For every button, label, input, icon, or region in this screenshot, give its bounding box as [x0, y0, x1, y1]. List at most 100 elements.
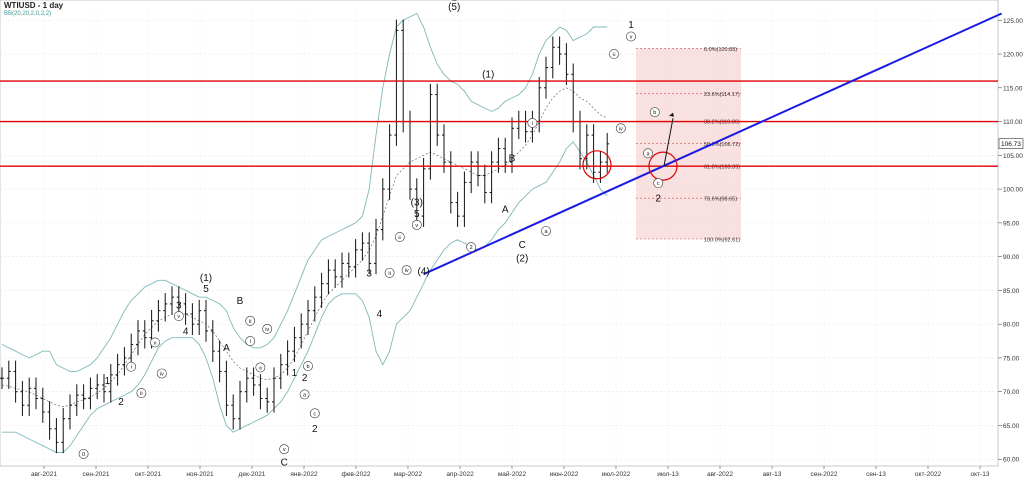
wave-label: i	[250, 339, 251, 345]
wave-label: v	[415, 223, 418, 229]
fibonacci-level-label: 50.0%(106.72)	[704, 142, 740, 148]
plot-frame	[0, 0, 999, 467]
wave-label-circle	[279, 444, 290, 455]
wave-label: 4	[183, 327, 189, 338]
bollinger-upper-line	[1, 12, 608, 372]
wave-label: 2	[655, 194, 661, 205]
wave-label-circle	[173, 311, 184, 321]
wave-label-circle	[609, 49, 619, 59]
y-tick-label: 110.00	[1003, 119, 1023, 126]
wave-label: c	[313, 411, 316, 417]
wave-label: c	[657, 181, 660, 187]
wave-label: ii	[249, 319, 251, 325]
x-tick-label: окт-2021	[135, 471, 162, 478]
wave-label-circle	[411, 219, 422, 230]
wave-label: 1	[292, 368, 298, 379]
wave-label: 2	[312, 424, 318, 435]
y-tick-label: 105.00	[1003, 153, 1023, 160]
wave-label: b	[653, 110, 656, 116]
wave-label: 3	[176, 300, 182, 311]
y-tick-label: 115.00	[1003, 85, 1023, 92]
wave-label: 1	[105, 376, 111, 387]
wave-label: (2)	[516, 254, 528, 265]
y-tick-label: 125.00	[1003, 18, 1023, 25]
x-tick-label: июл-2022	[602, 471, 631, 478]
wave-label-circle	[451, 0, 457, 1]
wave-label: v	[283, 447, 286, 453]
x-tick-label: авг-13	[763, 471, 782, 478]
y-tick-label: 65.00	[1003, 423, 1020, 430]
chart-title: WTIUSD - 1 day	[4, 1, 64, 10]
forecast-arrow	[663, 118, 674, 167]
wave-label: 5	[414, 209, 420, 220]
indicator-label: BB(20,20,2,0,2,2)	[4, 11, 52, 17]
x-tick-label: окт-13	[971, 471, 990, 478]
y-tick-label: 95.00	[1003, 220, 1020, 227]
x-tick-label: сен-13	[866, 471, 886, 478]
wave-label: C	[519, 240, 526, 251]
wave-label: ii	[140, 391, 142, 397]
fibonacci-level-label: 23.6%(114.17)	[704, 92, 740, 98]
wave-label-circle	[299, 389, 310, 400]
last-price-label: 106.73	[1001, 141, 1021, 148]
wave-label-circle	[303, 361, 313, 371]
wave-label-circle	[401, 265, 412, 276]
x-tick-label: сен-2021	[82, 471, 109, 478]
y-tick-label: 75.00	[1003, 355, 1020, 362]
x-tick-label: авг-2021	[31, 471, 57, 478]
wave-label: B	[237, 296, 244, 307]
wave-label-circle	[615, 123, 626, 134]
wave-label: v	[177, 314, 180, 320]
y-tick-label: 70.00	[1003, 389, 1020, 396]
wave-label: 4	[377, 309, 383, 320]
wave-label-circle	[156, 368, 167, 379]
wave-label-circle	[394, 232, 405, 242]
wave-label-circle	[649, 107, 660, 118]
wave-label: iv	[265, 327, 269, 333]
wave-label: a	[646, 151, 650, 157]
wave-label: 1	[628, 20, 634, 31]
wave-label-circle	[126, 361, 137, 372]
wave-label-circle	[384, 267, 395, 278]
wave-label: 5	[203, 284, 209, 295]
fibonacci-level-label: 38.2%(110.06)	[704, 120, 740, 126]
wave-label-circle	[527, 118, 538, 128]
wave-label: A	[502, 204, 509, 215]
x-tick-label: фев-2022	[341, 471, 370, 478]
wave-label: (1)	[200, 273, 212, 284]
fibonacci-level-label: 0.0%(120.83)	[704, 47, 737, 53]
x-tick-label: янв-2022	[290, 471, 318, 478]
x-tick-label: мар-2022	[394, 471, 423, 478]
fibonacci-level-label: 61.8%(103.39)	[704, 165, 740, 171]
wave-label: i	[532, 121, 533, 127]
x-tick-label: ноя-2021	[186, 471, 214, 478]
wave-label: (5)	[448, 2, 460, 13]
wave-label: (1)	[482, 69, 494, 80]
fibonacci-level-label: 100.0%(92.61)	[704, 238, 740, 244]
wave-label: b	[306, 364, 309, 370]
y-tick-label: 80.00	[1003, 322, 1020, 329]
wave-label: 0	[82, 452, 85, 458]
x-tick-label: июн-2022	[550, 471, 579, 478]
fibonacci-level-label: 78.6%(98.65)	[704, 197, 737, 203]
wave-label: 2	[302, 373, 308, 384]
wave-label: a	[303, 392, 307, 398]
support-trendline	[423, 12, 1003, 276]
wave-label: B	[509, 154, 516, 165]
wave-label-circle	[309, 408, 320, 419]
x-tick-label: дек-2021	[239, 471, 266, 478]
y-tick-label: 90.00	[1003, 254, 1020, 261]
wave-label-circle	[653, 178, 664, 188]
x-tick-label: сен-2022	[810, 471, 837, 478]
wave-label: 3	[672, 0, 678, 3]
x-tick-label: май-2022	[498, 470, 527, 478]
last-price-box	[998, 138, 1024, 149]
wave-label: iii	[613, 52, 616, 57]
wave-label-circle	[643, 148, 653, 159]
highlight-circle	[648, 151, 678, 181]
wave-label: iv	[619, 126, 623, 132]
wave-label: v	[630, 34, 633, 40]
wave-label: ii	[388, 271, 390, 277]
